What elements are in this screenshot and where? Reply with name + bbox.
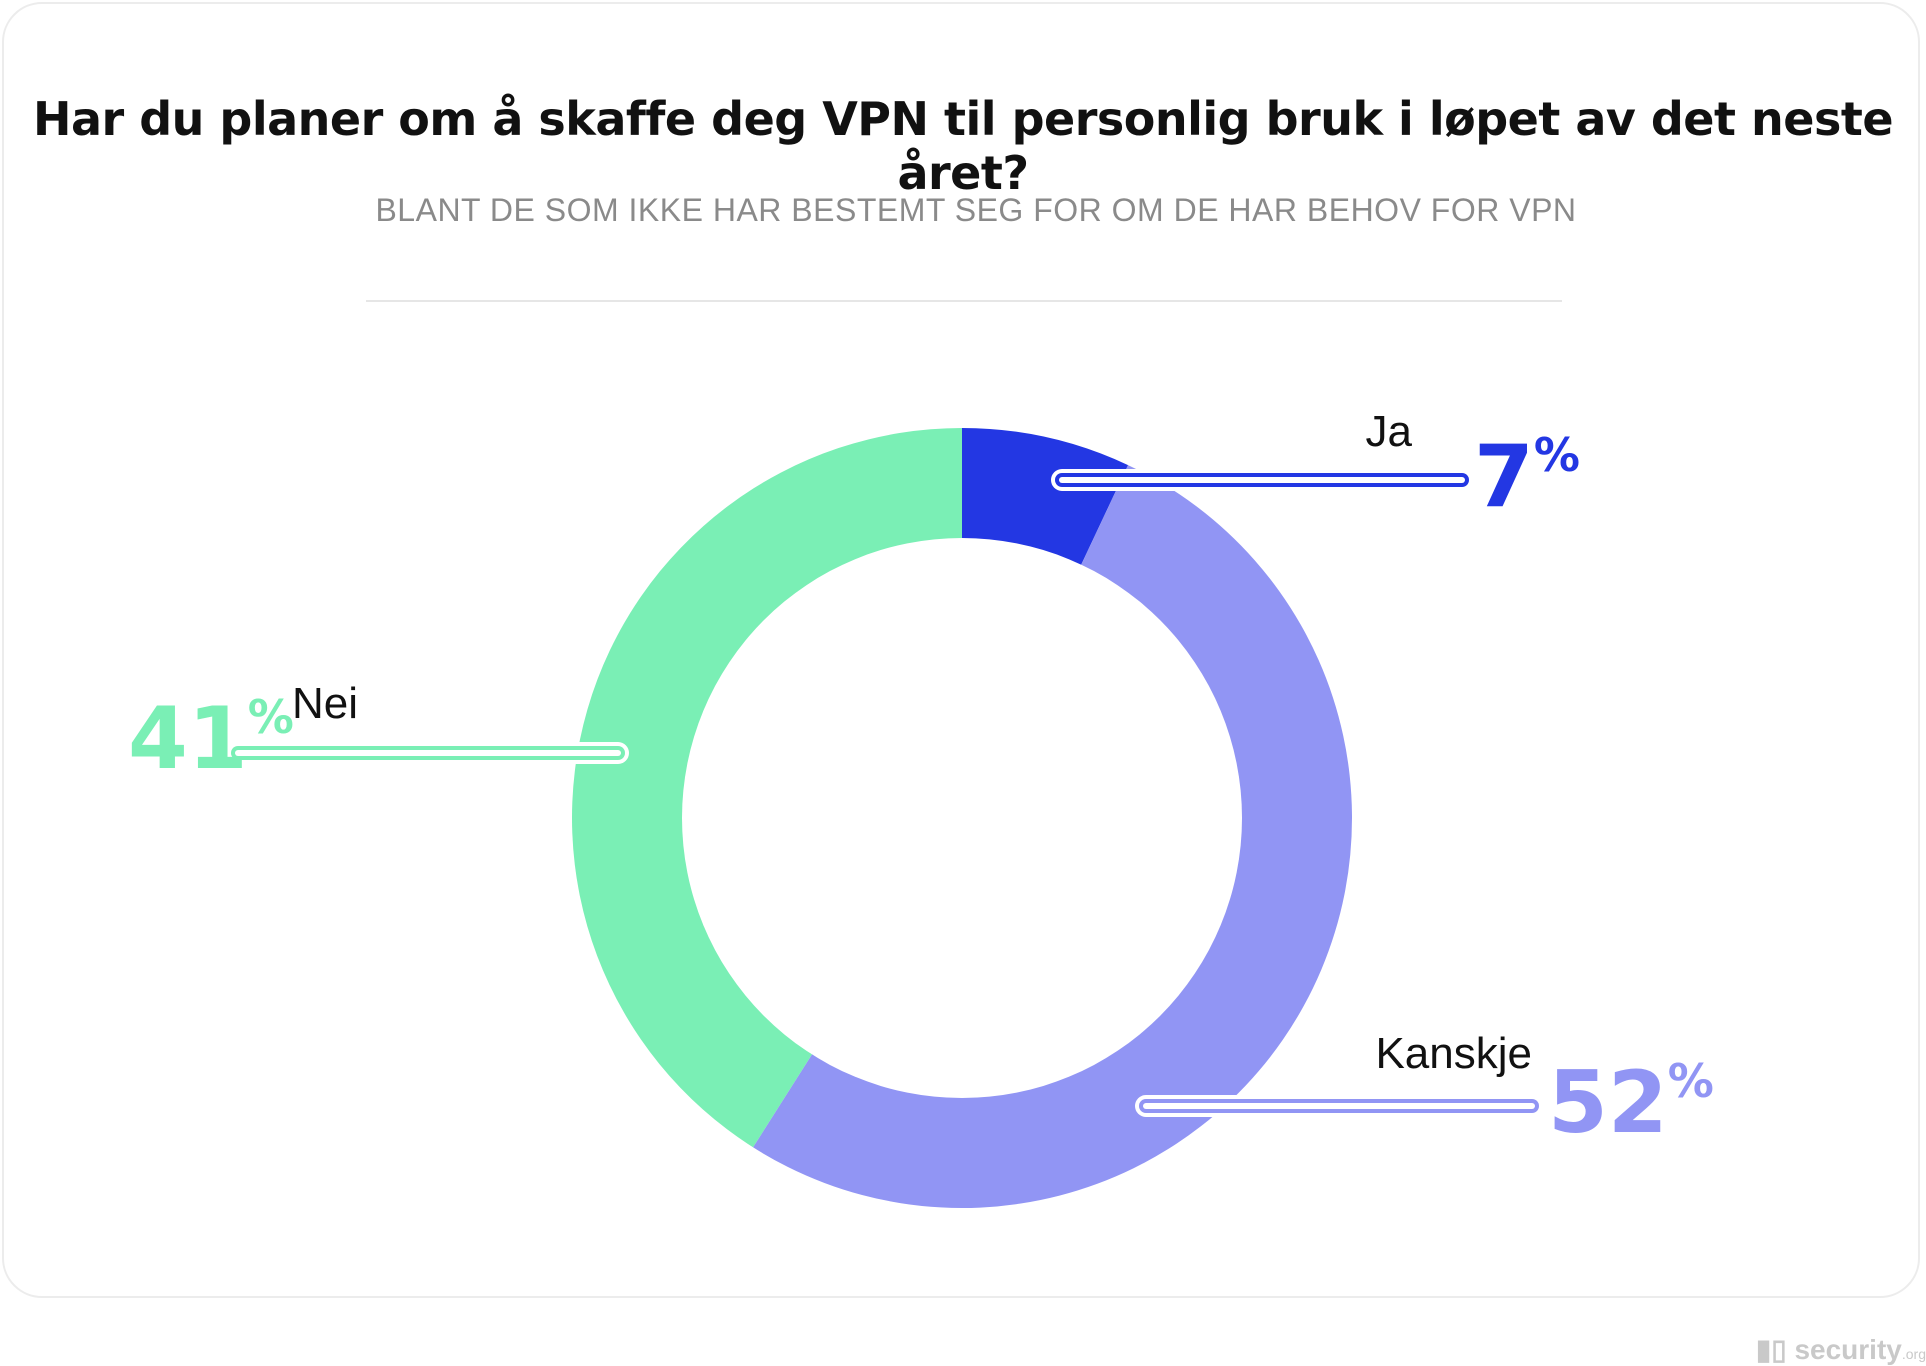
logo-text: security <box>1794 1334 1902 1365</box>
slice-value-number-ja: 7 <box>1474 427 1534 527</box>
slice-label-ja: Ja <box>1366 407 1413 456</box>
percent-sign-nei: % <box>248 690 294 744</box>
percent-sign-kanskje: % <box>1668 1054 1714 1108</box>
chart-subtitle: BLANT DE SOM IKKE HAR BESTEMT SEG FOR OM… <box>375 192 1577 228</box>
logo-suffix: .org <box>1901 1346 1926 1362</box>
slice-value-ja: 7% <box>1474 427 1580 527</box>
logo-mark-icon: ▮▯ <box>1755 1334 1795 1365</box>
slice-value-number-kanskje: 52 <box>1548 1053 1668 1153</box>
slice-value-kanskje: 52% <box>1548 1053 1714 1153</box>
title-divider <box>366 300 1562 302</box>
brand-logo: ▮▯ security.org <box>1756 1333 1926 1366</box>
slice-value-nei: 41% <box>128 689 294 789</box>
chart-title: Har du planer om å skaffe deg VPN til pe… <box>32 92 1894 200</box>
slice-value-number-nei: 41 <box>128 689 248 789</box>
donut-hole <box>682 538 1242 1098</box>
slice-label-nei: Nei <box>292 679 358 728</box>
percent-sign-ja: % <box>1534 428 1580 482</box>
slice-label-kanskje: Kanskje <box>1375 1029 1532 1078</box>
